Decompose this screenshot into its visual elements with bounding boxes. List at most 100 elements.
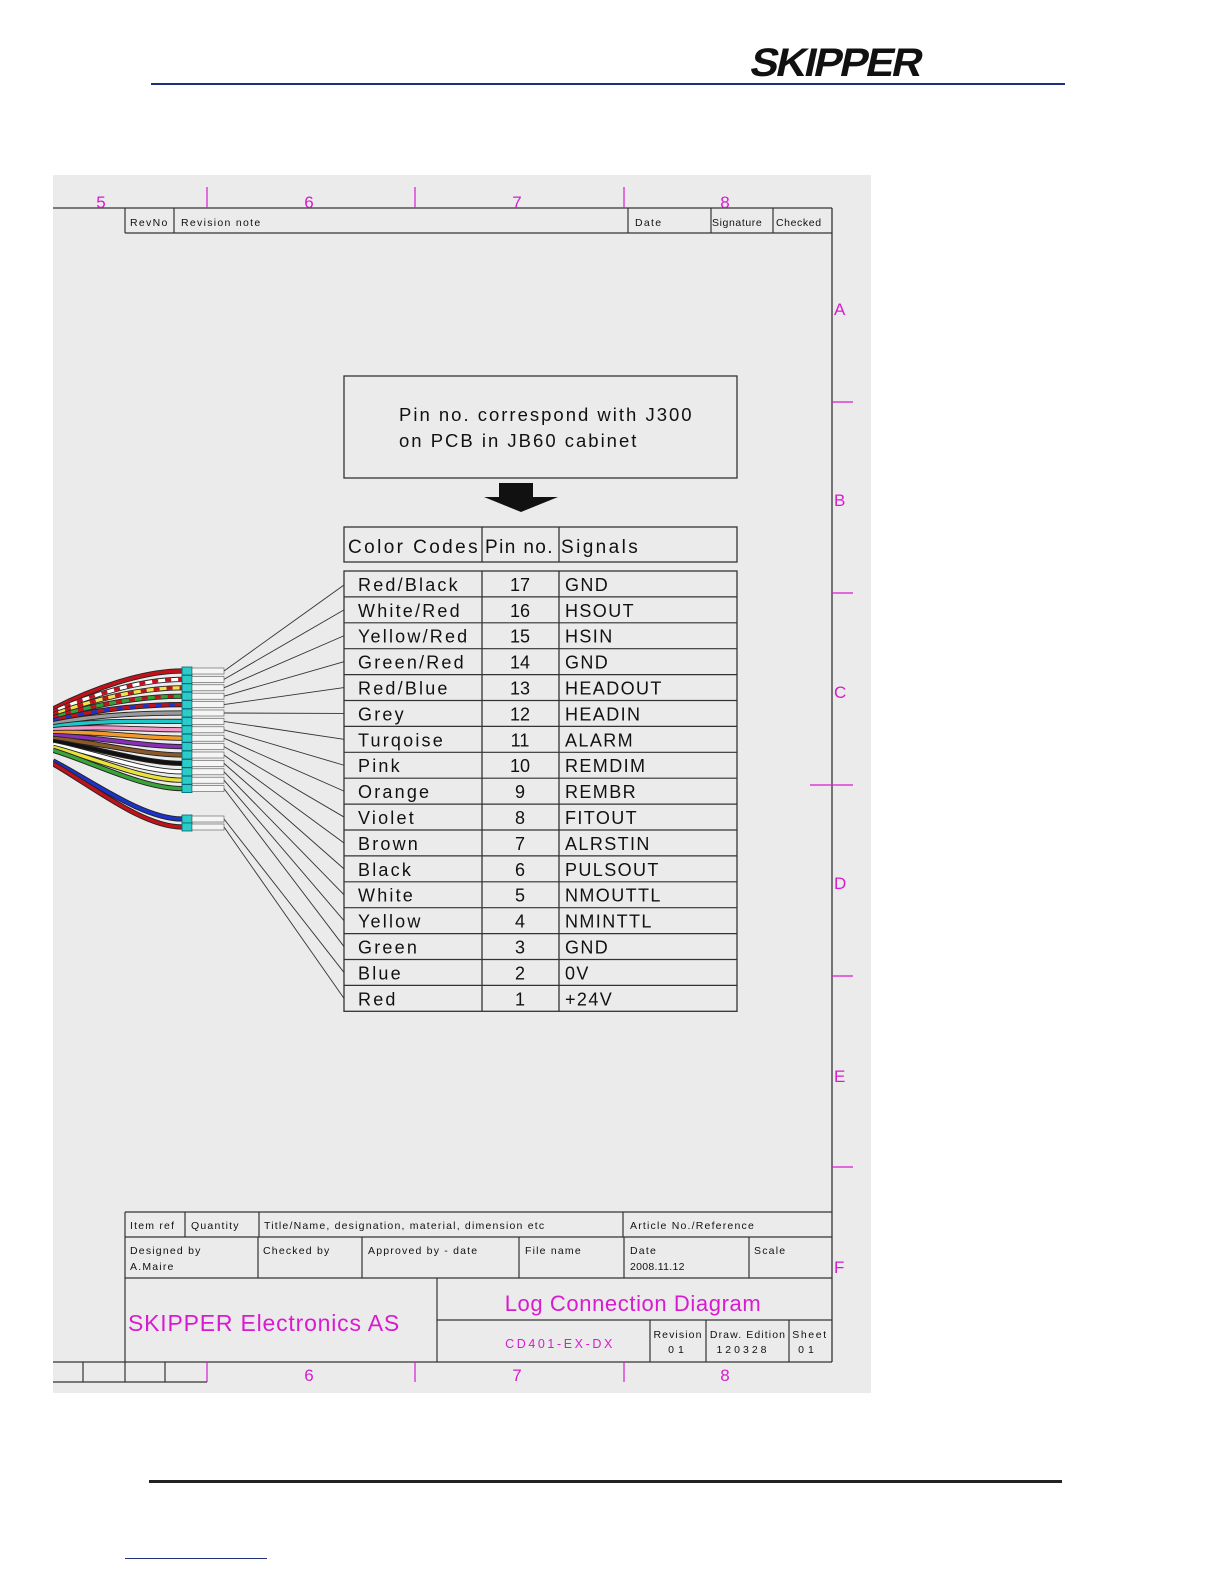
drawing-title: Log Connection Diagram bbox=[505, 1291, 762, 1316]
terminal-slot bbox=[191, 684, 225, 692]
down-arrow-icon bbox=[484, 483, 558, 512]
revision-label: Revision bbox=[653, 1329, 702, 1341]
signal-cell: HEADOUT bbox=[565, 679, 663, 699]
leader-line bbox=[223, 763, 345, 870]
pin-number-cell: 10 bbox=[510, 756, 530, 776]
color-code-cell: Pink bbox=[358, 756, 402, 776]
pin-number-cell: 8 bbox=[515, 808, 525, 828]
wire bbox=[53, 759, 183, 821]
terminal-slot bbox=[191, 692, 225, 700]
table-body-grid bbox=[343, 570, 738, 1012]
pin-number-cell: 16 bbox=[510, 601, 530, 621]
wire bbox=[53, 748, 183, 791]
wire-stripe bbox=[53, 686, 183, 717]
terminal-pin bbox=[181, 814, 193, 824]
terminal-slot bbox=[191, 776, 225, 784]
footer-rule bbox=[149, 1480, 1062, 1483]
table-row: Grey 12 HEADIN bbox=[358, 704, 640, 724]
terminal-pin bbox=[181, 759, 193, 768]
item-ref-label: Item ref bbox=[130, 1220, 175, 1232]
date-label: Date bbox=[630, 1245, 657, 1257]
wire bbox=[53, 745, 183, 782]
leader-line bbox=[223, 687, 345, 706]
note-line-1: Pin no. correspond with J300 bbox=[399, 404, 694, 425]
leader-line bbox=[223, 584, 345, 672]
wire bbox=[53, 739, 183, 766]
table-row: Blue 2 0V bbox=[358, 963, 590, 983]
terminal-pin bbox=[181, 683, 193, 693]
table-row: Red/Blue 13 HEADOUT bbox=[358, 679, 663, 699]
wire bbox=[53, 733, 183, 749]
signal-cell: PULSOUT bbox=[565, 860, 660, 880]
sheet-label: Sheet bbox=[792, 1329, 827, 1341]
table-row: Brown 7 ALRSTIN bbox=[358, 834, 649, 854]
date-value: 2008.11.12 bbox=[630, 1261, 685, 1273]
rev-date-label: Date bbox=[635, 217, 662, 229]
terminal-slot bbox=[191, 726, 225, 734]
rev-no-label: RevNo bbox=[130, 217, 169, 229]
terminal-pin bbox=[181, 742, 193, 751]
column-ticks bbox=[206, 187, 853, 1382]
table-row: Yellow/Red 15 HSIN bbox=[358, 627, 614, 647]
leader-line bbox=[223, 635, 345, 689]
checked-by-label: Checked by bbox=[263, 1245, 330, 1257]
color-code-cell: Yellow/Red bbox=[358, 627, 469, 647]
color-code-cell: Violet bbox=[358, 808, 416, 828]
table-body: Red/Black 17 GND White/Red 16 HSOUT Yellow/Red… bbox=[358, 575, 663, 1009]
signal-cell: ALARM bbox=[565, 730, 634, 750]
column-label-7-bottom: 7 bbox=[512, 1366, 521, 1385]
signal-cell: 0V bbox=[565, 963, 590, 983]
table-row: Green 3 GND bbox=[358, 938, 609, 958]
table-row: White/Red 16 HSOUT bbox=[358, 601, 634, 621]
terminal-pin bbox=[181, 784, 193, 793]
pin-number-cell: 5 bbox=[515, 886, 525, 906]
terminal-slot bbox=[191, 760, 225, 767]
note-line-2: on PCB in JB60 cabinet bbox=[399, 430, 638, 451]
leader-line bbox=[223, 826, 345, 999]
leader-line bbox=[223, 661, 345, 697]
wire-stripe bbox=[53, 694, 183, 720]
wire-stripe bbox=[53, 669, 183, 711]
scale-label: Scale bbox=[754, 1245, 786, 1257]
row-label-d: D bbox=[834, 874, 846, 893]
column-label-6: 6 bbox=[304, 193, 313, 212]
wire bbox=[53, 711, 183, 726]
table-row: Yellow 4 NMINTTL bbox=[358, 912, 651, 932]
terminal-pin bbox=[181, 733, 193, 743]
terminal-slot bbox=[191, 768, 225, 776]
row-label-c: C bbox=[834, 683, 846, 702]
pin-number-cell: 1 bbox=[515, 989, 525, 1009]
color-code-cell: White bbox=[358, 886, 415, 906]
terminal-slot bbox=[191, 676, 225, 683]
terminal-pin bbox=[181, 708, 193, 718]
terminal-slot bbox=[191, 718, 225, 725]
wire bbox=[53, 719, 183, 729]
drawing-frame bbox=[53, 207, 833, 1363]
signature-label: Signature bbox=[712, 217, 762, 229]
color-code-cell: Orange bbox=[358, 782, 431, 802]
terminal-slot bbox=[191, 785, 225, 792]
terminal-pin bbox=[181, 666, 193, 676]
leader-line bbox=[223, 609, 345, 680]
color-code-cell: Red bbox=[358, 989, 398, 1009]
leader-lines bbox=[223, 584, 345, 999]
column-label-8: 8 bbox=[720, 193, 729, 212]
terminal-pin bbox=[181, 750, 193, 760]
pin-number-cell: 15 bbox=[510, 627, 530, 647]
approved-by-label: Approved by - date bbox=[368, 1245, 478, 1257]
table-header-grid bbox=[343, 526, 738, 563]
signal-cell: HSIN bbox=[565, 627, 614, 647]
wire-stripe bbox=[53, 702, 183, 723]
table-row: Red/Black 17 GND bbox=[358, 575, 608, 595]
quantity-label: Quantity bbox=[191, 1220, 240, 1232]
designed-by-label: Designed by bbox=[130, 1245, 202, 1257]
color-code-cell: Green bbox=[358, 938, 419, 958]
color-code-cell: Yellow bbox=[358, 912, 423, 932]
terminal-connector bbox=[181, 666, 225, 832]
signal-cell: +24V bbox=[565, 989, 613, 1009]
signal-cell: GND bbox=[565, 938, 609, 958]
wire bbox=[53, 736, 183, 757]
wire bbox=[53, 726, 183, 732]
pin-number-cell: 17 bbox=[510, 575, 530, 595]
leader-line bbox=[223, 729, 345, 766]
